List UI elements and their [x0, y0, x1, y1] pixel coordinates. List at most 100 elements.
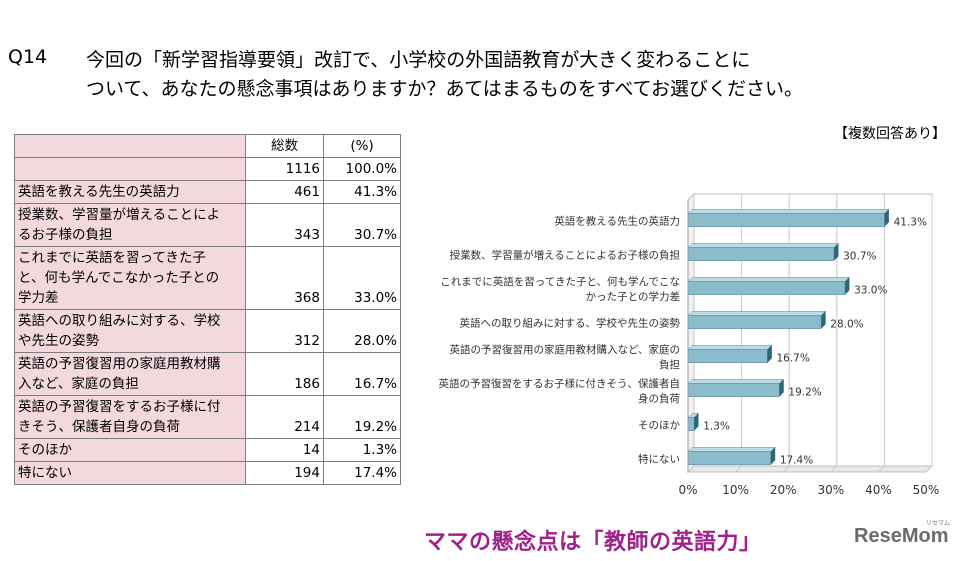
- table-row: これまでに英語を習ってきた子 と、何も学んでこなかった子との 学力差 368 33.0%: [14, 246, 401, 310]
- row-label-line: そのほか: [18, 442, 72, 458]
- row-label-line: これまでに英語を習ってきた子: [18, 250, 206, 266]
- category-label: 負担: [659, 359, 680, 371]
- row-pct: 28.0%: [323, 309, 401, 353]
- bar-end-face: [833, 242, 839, 261]
- bar: [687, 349, 768, 363]
- row-label-line: 特にない: [18, 465, 72, 481]
- question-line-1: 今回の「新学習指導要領」改訂で、小学校の外国語教育が大きく変わることに: [86, 49, 751, 71]
- category-label: 特にない: [638, 454, 680, 466]
- row-label: 授業数、学習量が増えることによ るお子様の負担: [14, 203, 246, 247]
- table-total-row: 1116 100.0%: [14, 157, 401, 181]
- floor-gridline: [735, 465, 742, 473]
- category-label: 授業数、学習量が増えることによるお子様の負担: [450, 249, 680, 262]
- x-tick-label: 10%: [722, 483, 749, 497]
- row-pct: 1.3%: [323, 438, 401, 462]
- bar-value-label: 33.0%: [854, 285, 887, 297]
- bar-end-face: [693, 412, 699, 431]
- total-pct: 100.0%: [323, 157, 401, 181]
- col-pct-header: (%): [323, 134, 401, 158]
- bar-top-face: [687, 379, 785, 384]
- headline: ママの懸念点は「教師の英語力」: [424, 530, 762, 555]
- floor-gridline: [782, 465, 790, 473]
- bar-top-face: [687, 209, 890, 214]
- bar: [687, 417, 695, 431]
- category-label: 英語の予習復習用の家庭用教材購入など、家庭の: [450, 343, 680, 356]
- floor-gridline: [878, 465, 885, 473]
- category-label: そのほか: [638, 420, 680, 432]
- table-header-blank: [14, 134, 246, 158]
- row-label-line: 英語の予習復習をするお子様に付: [18, 399, 221, 415]
- row-label-line: 英語への取り組みに対する、学校: [18, 313, 221, 329]
- bar-top-face: [687, 447, 776, 452]
- results-table: 総数 (%) 1116 100.0% 英語を教える先生の英語力 461 41.3% 授…: [14, 134, 401, 485]
- category-label: 英語の予習復習をするお子様に付きそう、保護者自: [439, 377, 681, 390]
- category-label: 身の負荷: [638, 392, 680, 405]
- bar-value-label: 19.2%: [788, 387, 821, 399]
- bar-end-face: [770, 446, 776, 465]
- x-tick-label: 50%: [913, 483, 940, 497]
- row-count: 368: [245, 246, 324, 310]
- bar: [687, 315, 822, 329]
- table-row: 英語の予習復習をするお子様に付 きそう、保護者自身の負荷 214 19.2%: [14, 395, 401, 439]
- floor-gridline: [830, 465, 838, 473]
- row-label-line: 入など、家庭の負担: [18, 376, 139, 392]
- floor-gridline: [925, 465, 933, 473]
- row-count: 186: [245, 352, 324, 396]
- resemom-logo: ReseMom: [854, 525, 949, 547]
- bar-value-label: 17.4%: [780, 455, 813, 467]
- table-header-row: 総数 (%): [14, 134, 401, 158]
- total-count: 1116: [245, 157, 324, 181]
- row-label: そのほか: [14, 438, 246, 462]
- row-label: 英語の予習復習をするお子様に付 きそう、保護者自身の負荷: [14, 395, 246, 439]
- table-row: 授業数、学習量が増えることによ るお子様の負担 343 30.7%: [14, 203, 401, 247]
- bar-top-face: [687, 243, 839, 248]
- bar-value-label: 1.3%: [703, 421, 730, 433]
- floor-gridline: [687, 465, 695, 473]
- bar: [687, 451, 772, 465]
- row-label: 特にない: [14, 461, 246, 485]
- question-text: 今回の「新学習指導要領」改訂で、小学校の外国語教育が大きく変わることに ついて、…: [86, 46, 956, 104]
- horizontal-bar-chart: 0% 10% 20% 30% 40% 50% 41.3% 英語を教える先生の英語力 30.7% 授…: [439, 192, 940, 497]
- bar-end-face: [884, 208, 889, 227]
- category-label: 英語を教える先生の英語力: [554, 215, 680, 228]
- row-count: 14: [245, 438, 324, 462]
- multiple-answer-note: 【複数回答あり】: [834, 126, 946, 142]
- row-count: 214: [245, 395, 324, 439]
- bar-end-face: [821, 310, 826, 329]
- bar-end-face: [767, 344, 772, 363]
- table-row: 英語を教える先生の英語力 461 41.3%: [14, 180, 401, 204]
- row-label-line: 英語の予習復習用の家庭用教材購: [18, 356, 221, 372]
- row-count: 312: [245, 309, 324, 353]
- row-pct: 41.3%: [323, 180, 401, 204]
- row-label: 英語の予習復習用の家庭用教材購 入など、家庭の負担: [14, 352, 246, 396]
- bar: [687, 383, 780, 397]
- table-row: 英語への取り組みに対する、学校 や先生の姿勢 312 28.0%: [14, 309, 401, 353]
- row-count: 194: [245, 461, 324, 485]
- row-pct: 16.7%: [323, 352, 401, 396]
- x-tick-label: 40%: [865, 483, 892, 497]
- table-row: 英語の予習復習用の家庭用教材購 入など、家庭の負担 186 16.7%: [14, 352, 401, 396]
- bar-top-face: [687, 345, 773, 350]
- question-line-2: ついて、あなたの懸念事項はありますか？あてはまるものをすべてお選びください。: [86, 78, 804, 100]
- x-tick-label: 0%: [678, 483, 697, 497]
- bar-top-face: [687, 311, 826, 316]
- row-label-line: 英語を教える先生の英語力: [18, 184, 180, 200]
- bar-end-face: [779, 378, 784, 397]
- row-pct: 30.7%: [323, 203, 401, 247]
- row-label: 英語への取り組みに対する、学校 や先生の姿勢: [14, 309, 246, 353]
- bar-end-face: [844, 276, 850, 295]
- row-pct: 17.4%: [323, 461, 401, 485]
- bar-value-label: 41.3%: [894, 217, 927, 229]
- col-count-header: 総数: [245, 134, 324, 158]
- row-label-line: きそう、保護者自身の負荷: [18, 419, 180, 435]
- x-tick-label: 30%: [817, 483, 844, 497]
- row-label: 英語を教える先生の英語力: [14, 180, 246, 204]
- row-label-line: 授業数、学習量が増えることによ: [18, 207, 221, 223]
- bar: [687, 247, 835, 261]
- row-pct: 19.2%: [323, 395, 401, 439]
- table-row: そのほか 14 1.3%: [14, 438, 401, 462]
- bar-value-label: 30.7%: [843, 251, 876, 263]
- row-label-line: や先生の姿勢: [18, 333, 99, 349]
- bar: [687, 281, 846, 295]
- resemom-logo-kana: リセマム: [926, 520, 951, 527]
